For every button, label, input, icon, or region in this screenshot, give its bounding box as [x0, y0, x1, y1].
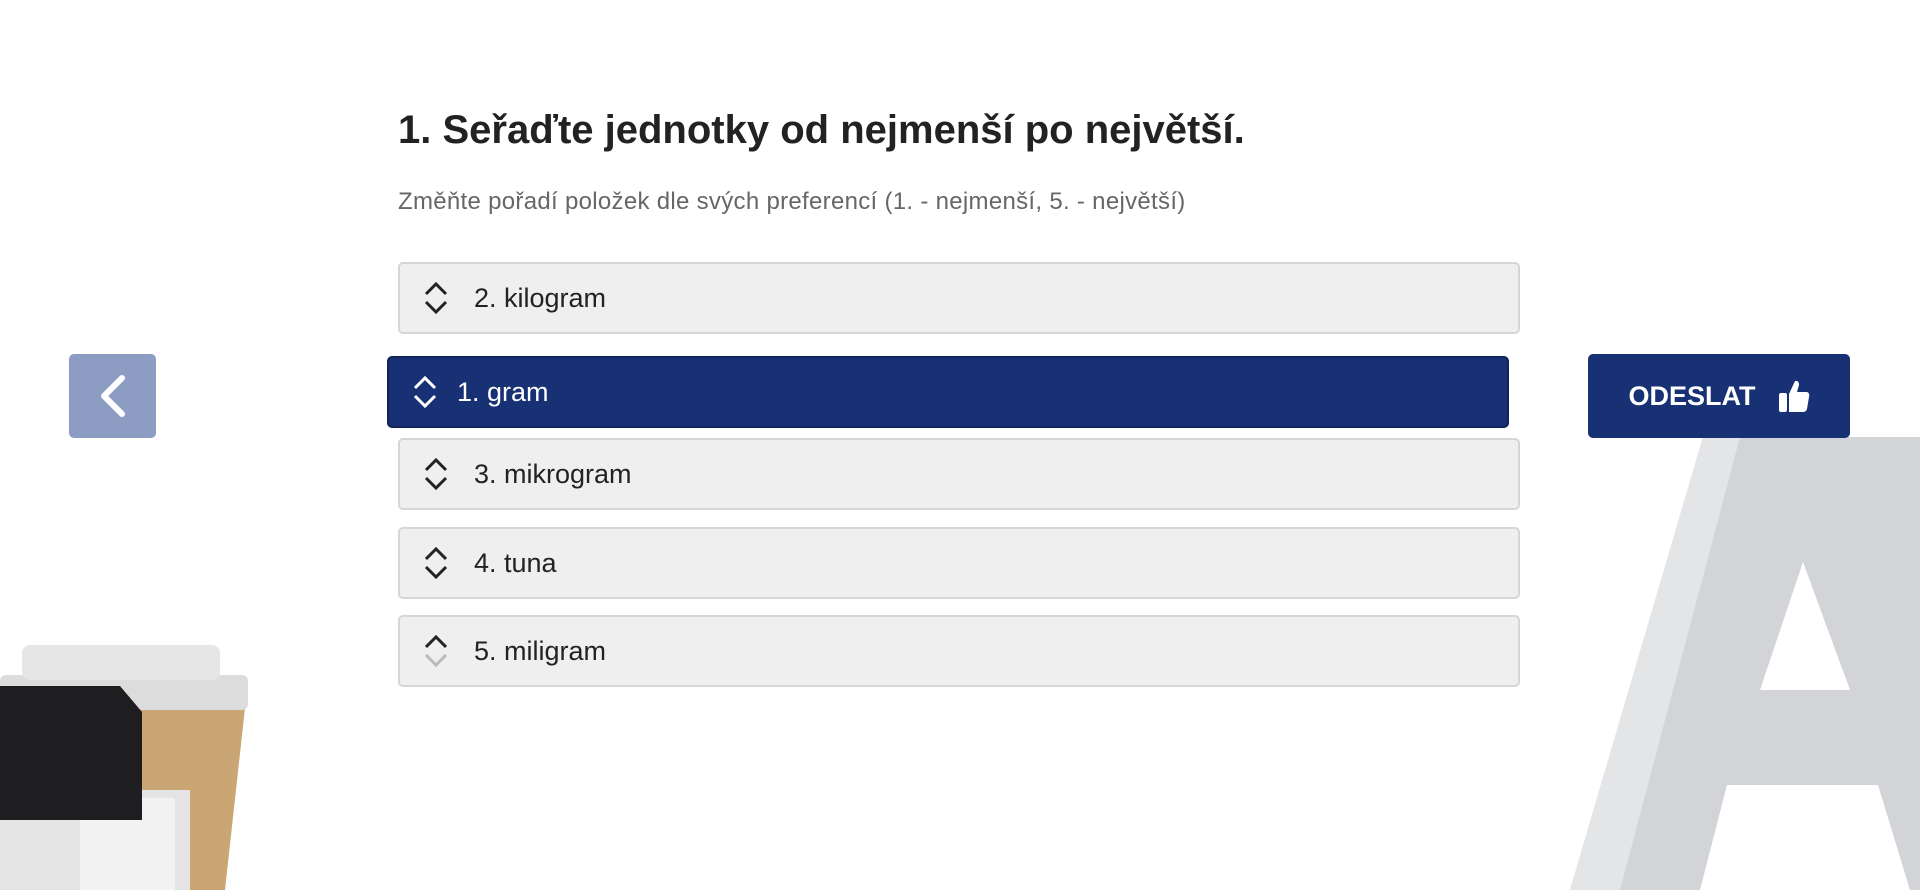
- submit-button[interactable]: ODESLAT: [1588, 354, 1850, 438]
- letter-a-illustration: [1570, 437, 1920, 890]
- sort-chevrons-icon: [424, 281, 448, 315]
- sortable-item-dragging[interactable]: 1. gram: [387, 356, 1509, 428]
- coffee-cup-books-illustration: [0, 645, 248, 890]
- sortable-item[interactable]: 5. miligram: [398, 615, 1520, 687]
- item-label: 3. mikrogram: [474, 458, 632, 489]
- sort-chevrons-icon: [413, 375, 437, 409]
- sort-chevrons-icon: [424, 457, 448, 491]
- sortable-item[interactable]: 4. tuna: [398, 527, 1520, 599]
- sortable-item[interactable]: 3. mikrogram: [398, 438, 1520, 510]
- sortable-item[interactable]: 2. kilogram: [398, 262, 1520, 334]
- item-label: 2. kilogram: [474, 282, 607, 313]
- item-label: 4. tuna: [474, 547, 557, 578]
- thumbs-up-icon: [1778, 380, 1809, 412]
- question-title: 1. Seřaďte jednotky od nejmenší po nejvě…: [398, 108, 1245, 152]
- sort-chevrons-icon: [424, 546, 448, 580]
- back-button[interactable]: [69, 354, 156, 438]
- item-label: 1. gram: [457, 376, 549, 407]
- chevron-left-icon: [100, 375, 125, 417]
- item-label: 5. miligram: [474, 635, 607, 666]
- sort-chevrons-icon: [424, 634, 448, 668]
- submit-label: ODESLAT: [1628, 380, 1756, 411]
- question-instruction: Změňte pořadí položek dle svých preferen…: [398, 188, 1186, 215]
